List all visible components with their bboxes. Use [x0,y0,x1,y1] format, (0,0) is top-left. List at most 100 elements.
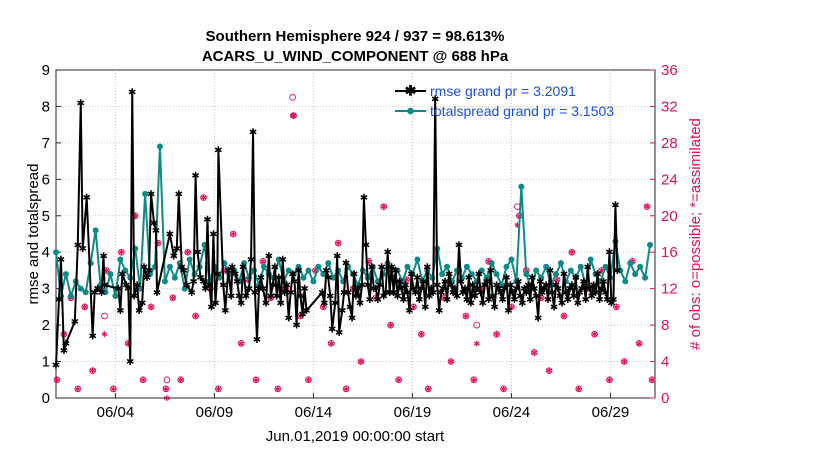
rmse-point: ✱ [259,284,267,295]
obs-assimilated-marker: ✱ [538,294,545,303]
totalspread-point [181,285,188,292]
rmse-point: ✱ [403,288,411,299]
rmse-point: ✱ [242,291,250,302]
rmse-point: ✱ [237,299,245,310]
rmse-point: ✱ [57,255,65,266]
chart-title-line2: ACARS_U_WIND_COMPONENT @ 688 hPa [202,48,509,65]
obs-possible-marker [252,376,260,384]
rmse-point: ✱ [405,306,413,317]
rmse-point: ✱ [409,284,417,295]
rmse-point: ✱ [152,226,160,237]
obs-assimilated-marker: ✱ [177,376,184,385]
obs-assimilated-marker: ✱ [554,276,561,285]
legend-rmse-label: rmse grand pr = 3.2091 [430,83,576,99]
rmse-point: ✱ [607,299,615,310]
obs-assimilated-marker: ✱ [74,385,81,394]
rmse-point: ✱ [322,266,330,277]
totalspread-point [627,260,634,267]
rmse-point: ✱ [126,357,134,368]
rmse-point: ✱ [318,288,326,299]
obs-assimilated-marker: ✱ [410,303,417,312]
rmse-point: ✱ [587,291,595,302]
rmse-point: ✱ [578,284,586,295]
obs-assimilated-marker: ✱ [253,376,260,385]
rmse-point: ✱ [199,277,207,288]
obs-possible-marker [147,303,155,311]
rmse-point: ✱ [421,302,429,313]
rmse-point: ✱ [221,306,229,317]
rmse-point: ✱ [90,288,98,299]
totalspread-point [503,263,510,270]
totalspread-point [295,263,302,270]
rmse-point: ✱ [300,284,308,295]
rmse-point: ✱ [415,295,423,306]
y-axis-right-label: # of obs: o=possible; *=assimilated [687,118,704,350]
obs-assimilated-marker: ✱ [267,294,274,303]
obs-assimilated-marker: ✱ [493,330,500,339]
rmse-point: ✱ [562,288,570,299]
rmse-point: ✱ [496,288,504,299]
left-tick-label: 5 [42,208,50,225]
rmse-point: ✱ [191,171,199,182]
rmse-point: ✱ [504,306,512,317]
rmse-point: ✱ [585,284,593,295]
totalspread-point [647,241,654,248]
rmse-point: ✱ [255,284,263,295]
obs-assimilated-marker: ✱ [163,385,170,394]
rmse-point: ✱ [372,284,380,295]
totalspread-point [62,271,69,278]
obs-possible-marker [305,376,312,384]
rmse-point: ✱ [346,302,354,313]
obs-possible-marker [606,376,613,384]
obs-assimilated-marker: ✱ [470,376,477,385]
obs-possible-marker [635,339,643,347]
rmse-point: ✱ [455,240,463,251]
rmse-point: ✱ [583,262,591,273]
obs-possible-marker [462,312,470,320]
totalspread-point [156,143,163,150]
rmse-point: ✱ [219,281,227,292]
obs-assimilated-marker: ✱ [230,230,237,239]
rmse-point: ✱ [526,295,534,306]
rmse-point: ✱ [401,281,409,292]
obs-assimilated-marker: ✱ [222,266,229,275]
right-tick-label: 4 [661,354,669,371]
obs-possible-marker [387,321,394,329]
rmse-point: ✱ [224,266,232,277]
rmse-point: ✱ [205,281,213,292]
rmse-point: ✱ [522,288,530,299]
rmse-point: ✱ [228,262,236,273]
obs-assimilated-marker: ✱ [636,339,643,348]
right-axis: 0 4 8 12 16 20 24 28 32 36 [650,62,678,407]
totalspread-point [533,267,540,274]
rmse-point: ✱ [135,306,143,317]
rmse-point: ✱ [290,277,298,288]
rmse-point: ✱ [277,299,285,310]
left-tick-label: 4 [42,244,50,261]
obs-possible-marker [110,385,117,393]
rmse-point: ✱ [479,299,487,310]
rmse-point: ✱ [82,193,90,204]
rmse-point: ✱ [576,288,584,299]
totalspread-point [622,278,629,285]
totalspread-point [354,282,361,289]
obs-possible-marker [237,339,245,347]
rmse-point: ✱ [589,281,597,292]
chart-title-line1: Southern Hemisphere 924 / 937 = 98.613% [206,28,505,45]
totalspread-point [557,260,564,267]
rmse-point: ✱ [647,0,655,3]
rmse-point: ✱ [399,295,407,306]
totalspread-point [483,274,490,281]
rmse-point: ✱ [572,273,580,284]
rmse-point: ✱ [449,288,457,299]
totalspread-point [300,274,307,281]
rmse-point: ✱ [265,251,273,262]
obs-possible-marker [177,376,185,384]
rmse-point: ✱ [498,295,506,306]
rmse-point: ✱ [413,273,421,284]
rmse-point: ✱ [570,291,578,302]
rmse-point: ✱ [214,146,222,157]
obs-possible-marker [169,294,177,302]
obs-possible-marker [334,239,342,247]
